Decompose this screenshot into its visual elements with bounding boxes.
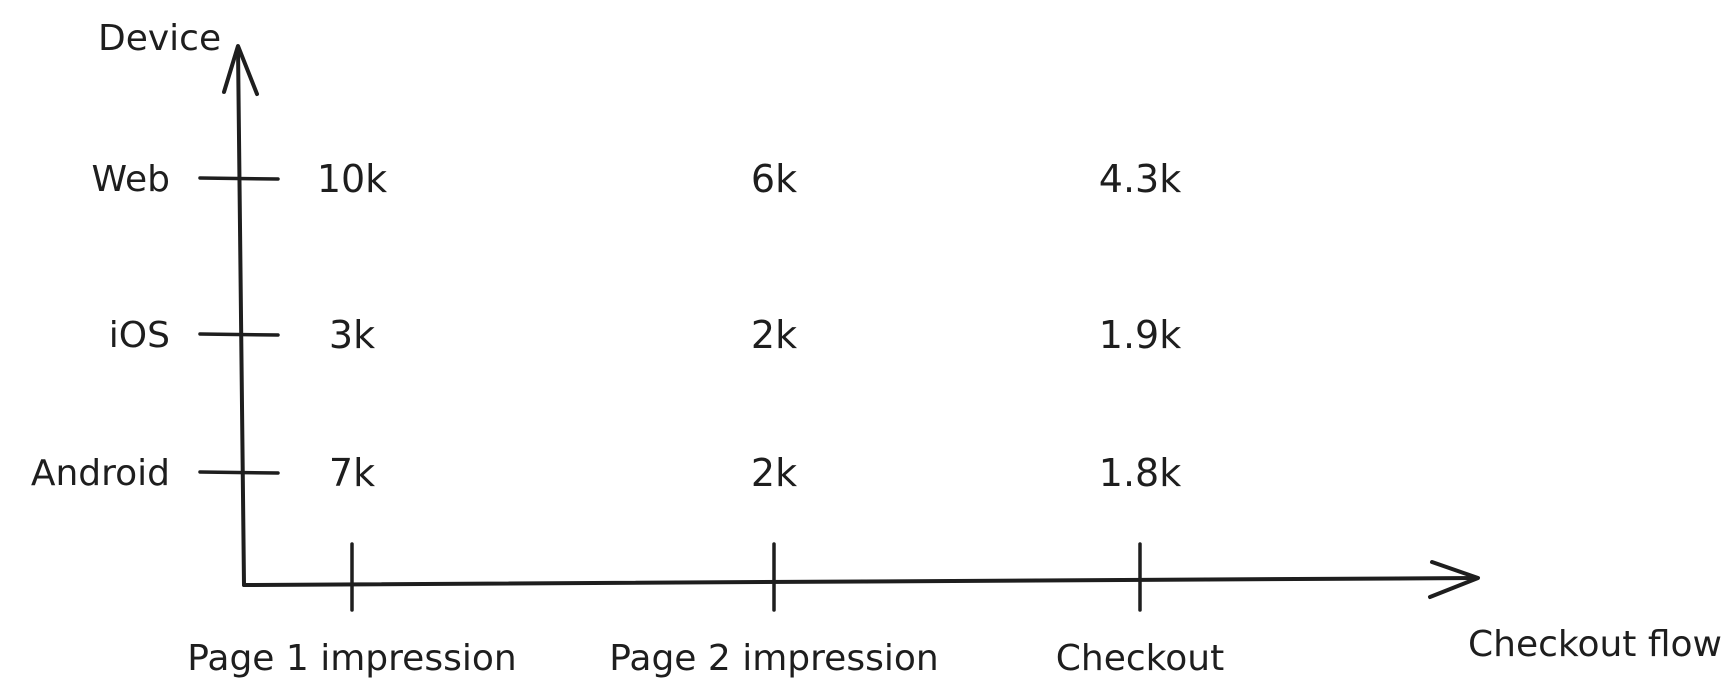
- data-label-ios-page-1-impression: 3k: [329, 313, 375, 357]
- y-axis-arrow-icon: [222, 44, 259, 96]
- y-axis-line: [236, 46, 246, 587]
- x-ticks: Page 1 impression Page 2 impression Checko…: [187, 542, 1224, 679]
- data-label-web-page-1-impression: 10k: [317, 157, 387, 201]
- data-labels: 10k 6k 4.3k 3k 2k 1.9k 7k 2k 1.8k: [317, 157, 1181, 495]
- x-axis-title: Checkout flow: [1468, 624, 1722, 665]
- data-label-web-checkout: 4.3k: [1099, 157, 1181, 201]
- data-label-android-checkout: 1.8k: [1099, 451, 1181, 495]
- data-label-web-page-2-impression: 6k: [751, 157, 797, 201]
- x-axis-line: [242, 576, 1478, 587]
- x-tick-label-page-2-impression: Page 2 impression: [609, 638, 938, 679]
- y-ticks: Web iOS Android: [31, 159, 280, 494]
- data-label-android-page-2-impression: 2k: [751, 451, 797, 495]
- data-label-android-page-1-impression: 7k: [329, 451, 375, 495]
- y-tick-label-ios: iOS: [109, 315, 170, 356]
- y-tick-label-android: Android: [31, 453, 170, 494]
- x-tick-label-page-1-impression: Page 1 impression: [187, 638, 516, 679]
- y-axis-title: Device: [98, 18, 221, 59]
- y-tick-android: [198, 470, 280, 475]
- data-label-ios-checkout: 1.9k: [1099, 313, 1181, 357]
- x-tick-label-checkout: Checkout: [1056, 638, 1224, 679]
- x-axis-arrow-icon: [1428, 560, 1480, 599]
- y-tick-web: [198, 176, 280, 181]
- data-label-ios-page-2-impression: 2k: [751, 313, 797, 357]
- y-tick-ios: [198, 332, 280, 337]
- y-tick-label-web: Web: [92, 159, 171, 200]
